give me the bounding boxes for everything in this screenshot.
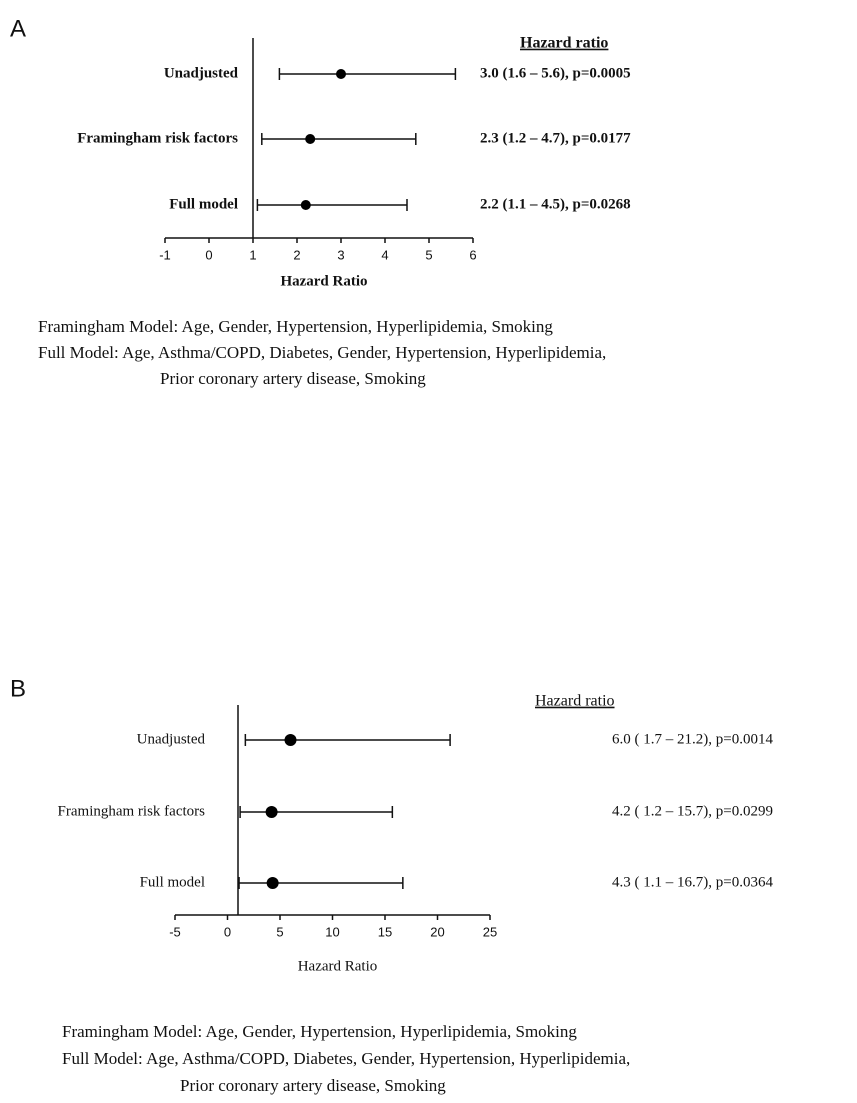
category-label: Unadjusted — [164, 65, 239, 81]
point-estimate — [336, 69, 346, 79]
point-estimate — [284, 734, 297, 746]
category-label: Full model — [140, 874, 205, 890]
x-tick-label: 1 — [249, 247, 256, 262]
x-tick-label: 4 — [381, 247, 388, 262]
x-axis-label: Hazard Ratio — [298, 958, 378, 974]
x-tick-label: 2 — [293, 247, 300, 262]
point-estimate — [305, 134, 316, 144]
column-header: Hazard ratio — [520, 35, 608, 52]
x-tick-label: 3 — [337, 247, 344, 262]
estimate-annotation: 3.0 (1.6 – 5.6), p=0.0005 — [480, 65, 631, 81]
x-tick-label: 15 — [378, 924, 392, 939]
point-estimate — [265, 806, 278, 818]
estimate-annotation: 4.2 ( 1.2 – 15.7), p=0.0299 — [612, 803, 773, 819]
x-tick-label: 25 — [483, 924, 497, 939]
estimate-annotation: 4.3 ( 1.1 – 16.7), p=0.0364 — [612, 874, 773, 890]
footnote: Prior coronary artery disease, Smoking — [160, 369, 426, 388]
x-tick-label: 0 — [224, 924, 231, 939]
x-axis-label: Hazard Ratio — [280, 273, 367, 289]
category-label: Unadjusted — [137, 731, 206, 747]
point-estimate — [266, 877, 279, 889]
x-tick-label: 5 — [425, 247, 432, 262]
x-tick-label: 5 — [276, 924, 283, 939]
x-tick-label: -5 — [169, 924, 181, 939]
x-tick-label: 6 — [469, 247, 476, 262]
x-tick-label: 20 — [430, 924, 444, 939]
panel-label: A — [10, 15, 26, 42]
x-tick-label: 10 — [325, 924, 339, 939]
column-header: Hazard ratio — [535, 693, 615, 710]
x-tick-label: -1 — [159, 247, 171, 262]
footnote: Framingham Model: Age, Gender, Hypertens… — [38, 317, 553, 336]
estimate-annotation: 2.3 (1.2 – 4.7), p=0.0177 — [480, 130, 631, 146]
category-label: Framingham risk factors — [77, 130, 238, 146]
footnote: Prior coronary artery disease, Smoking — [180, 1076, 446, 1095]
estimate-annotation: 2.2 (1.1 – 4.5), p=0.0268 — [480, 196, 631, 212]
estimate-annotation: 6.0 ( 1.7 – 21.2), p=0.0014 — [612, 731, 773, 747]
footnote: Full Model: Age, Asthma/COPD, Diabetes, … — [62, 1049, 630, 1068]
panel-label: B — [10, 675, 26, 702]
point-estimate — [300, 200, 311, 210]
footnote: Full Model: Age, Asthma/COPD, Diabetes, … — [38, 343, 606, 362]
category-label: Full model — [169, 196, 238, 212]
x-tick-label: 0 — [205, 247, 212, 262]
category-label: Framingham risk factors — [58, 803, 206, 819]
footnote: Framingham Model: Age, Gender, Hypertens… — [62, 1022, 577, 1041]
